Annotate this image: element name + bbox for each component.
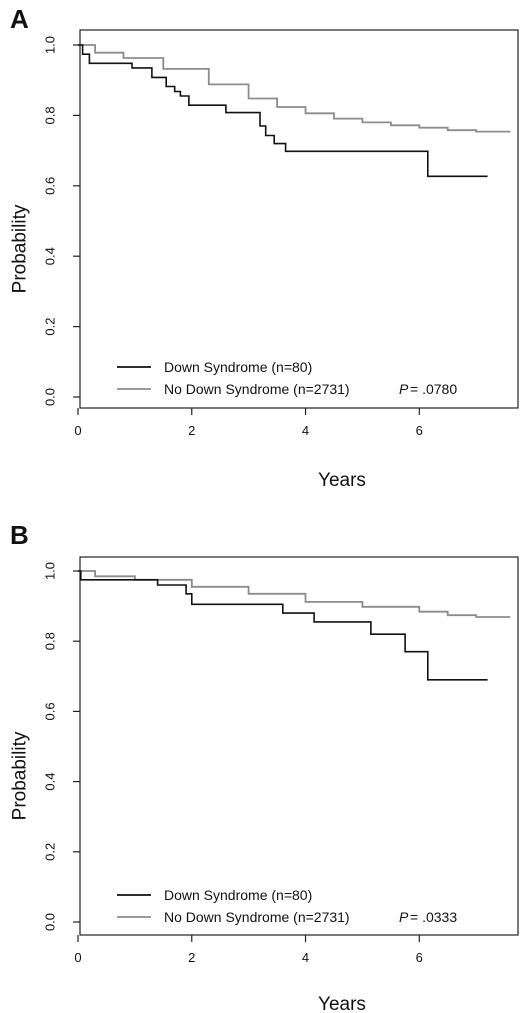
- y-tick-label: 0.8: [43, 106, 58, 124]
- plot-frame: [79, 556, 519, 936]
- panel-b: B 0.0 0.2 0.4 0.6 0.8 1.0 0 2 4 6 Years Probability D…: [10, 520, 519, 1013]
- plot-frame: [79, 29, 519, 409]
- x-tick-label: 2: [188, 950, 195, 965]
- y-tick-label: 0.2: [43, 843, 58, 861]
- series-no-down-syndrome-curve: [78, 44, 511, 133]
- x-axis-title: Years: [318, 994, 366, 1013]
- legend-label: Down Syndrome (n=80): [164, 359, 312, 375]
- y-tick-label: 0.6: [43, 702, 58, 720]
- panel-label: B: [10, 520, 29, 550]
- x-tick-label: 6: [416, 423, 423, 438]
- x-tick-label: 4: [302, 950, 309, 965]
- y-tick-label: 0.4: [43, 773, 58, 791]
- y-tick-label: 0.8: [43, 632, 58, 650]
- y-tick-label: 1.0: [43, 562, 58, 580]
- series-down-syndrome-curve: [78, 44, 488, 178]
- legend-label: No Down Syndrome (n=2731): [164, 381, 350, 397]
- panel-a: A 0.0 0.2 0.4 0.6 0.8 1.0 0 2 4 6 Years Probability D…: [10, 4, 519, 491]
- p-value: = .0780: [410, 381, 457, 397]
- y-tick-label: 1.0: [43, 36, 58, 54]
- x-tick-label: 0: [74, 423, 81, 438]
- series-no-down-syndrome-curve: [78, 570, 511, 618]
- y-tick-label: 0.4: [43, 247, 58, 265]
- x-tick-label: 0: [74, 950, 81, 965]
- y-tick-label: 0.0: [43, 913, 58, 931]
- x-tick-label: 4: [302, 423, 309, 438]
- panel-label: A: [10, 4, 29, 34]
- x-tick-label: 6: [416, 950, 423, 965]
- legend-label: Down Syndrome (n=80): [164, 887, 312, 903]
- p-value-label: P: [399, 909, 409, 925]
- x-axis-title: Years: [318, 470, 366, 491]
- y-tick-label: 0.6: [43, 177, 58, 195]
- p-value-label: P: [399, 381, 409, 397]
- legend-label: No Down Syndrome (n=2731): [164, 909, 350, 925]
- x-tick-label: 2: [188, 423, 195, 438]
- y-axis-title: Probability: [10, 204, 31, 293]
- y-tick-label: 0.2: [43, 318, 58, 336]
- y-axis-title: Probability: [10, 731, 31, 820]
- p-value: = .0333: [410, 909, 457, 925]
- series-down-syndrome-curve: [78, 570, 488, 681]
- y-tick-label: 0.0: [43, 388, 58, 406]
